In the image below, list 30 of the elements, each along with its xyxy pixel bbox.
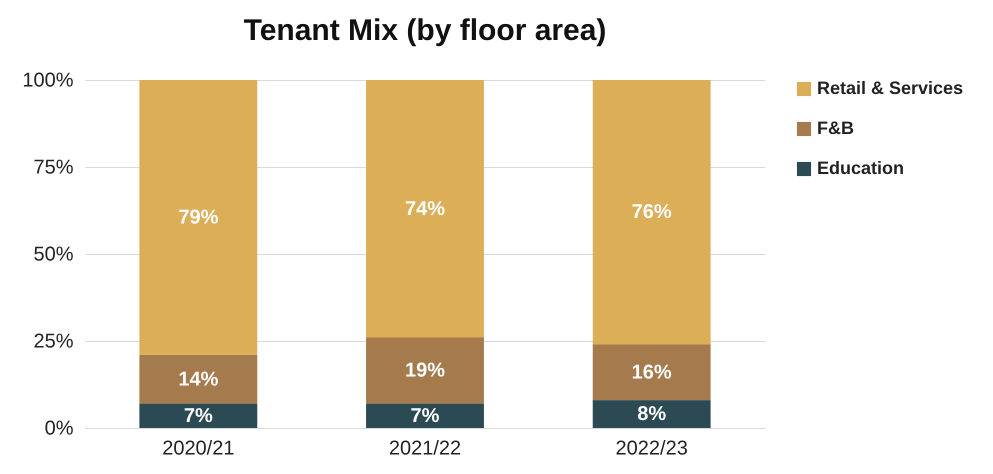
bar (139, 80, 258, 355)
data-label: 19% (404, 360, 446, 382)
bar (366, 338, 484, 404)
y-tick-label: 25% (33, 330, 74, 352)
y-tick-label: 100% (22, 70, 74, 92)
y-tick-label: 0% (44, 418, 74, 440)
data-label: 76% (632, 201, 672, 224)
x-tick-label: 2020/21 (162, 438, 234, 460)
data-label: 74% (404, 198, 446, 220)
chart-title: Tenant Mix (by floor area) (244, 14, 606, 47)
data-label: 8% (637, 403, 666, 426)
x-tick-label: 2022/23 (616, 438, 688, 460)
legend-label: Retail & Services (817, 78, 964, 98)
y-tick-label: 50% (33, 244, 74, 266)
legend-label: Education (817, 158, 904, 178)
data-label: 79% (178, 206, 219, 228)
bar (366, 404, 484, 428)
legend-label: F&B (817, 118, 854, 138)
data-label: 14% (178, 368, 219, 390)
bar (139, 354, 258, 404)
data-label: 7% (410, 404, 440, 427)
x-tick-label: 2021/22 (388, 438, 462, 460)
bar (592, 80, 711, 344)
data-label: 16% (632, 361, 672, 384)
bar (592, 400, 711, 428)
bar (592, 344, 711, 400)
data-label: 7% (184, 404, 214, 427)
y-tick-label: 75% (33, 156, 74, 178)
bar (139, 404, 258, 428)
bar (366, 80, 484, 338)
